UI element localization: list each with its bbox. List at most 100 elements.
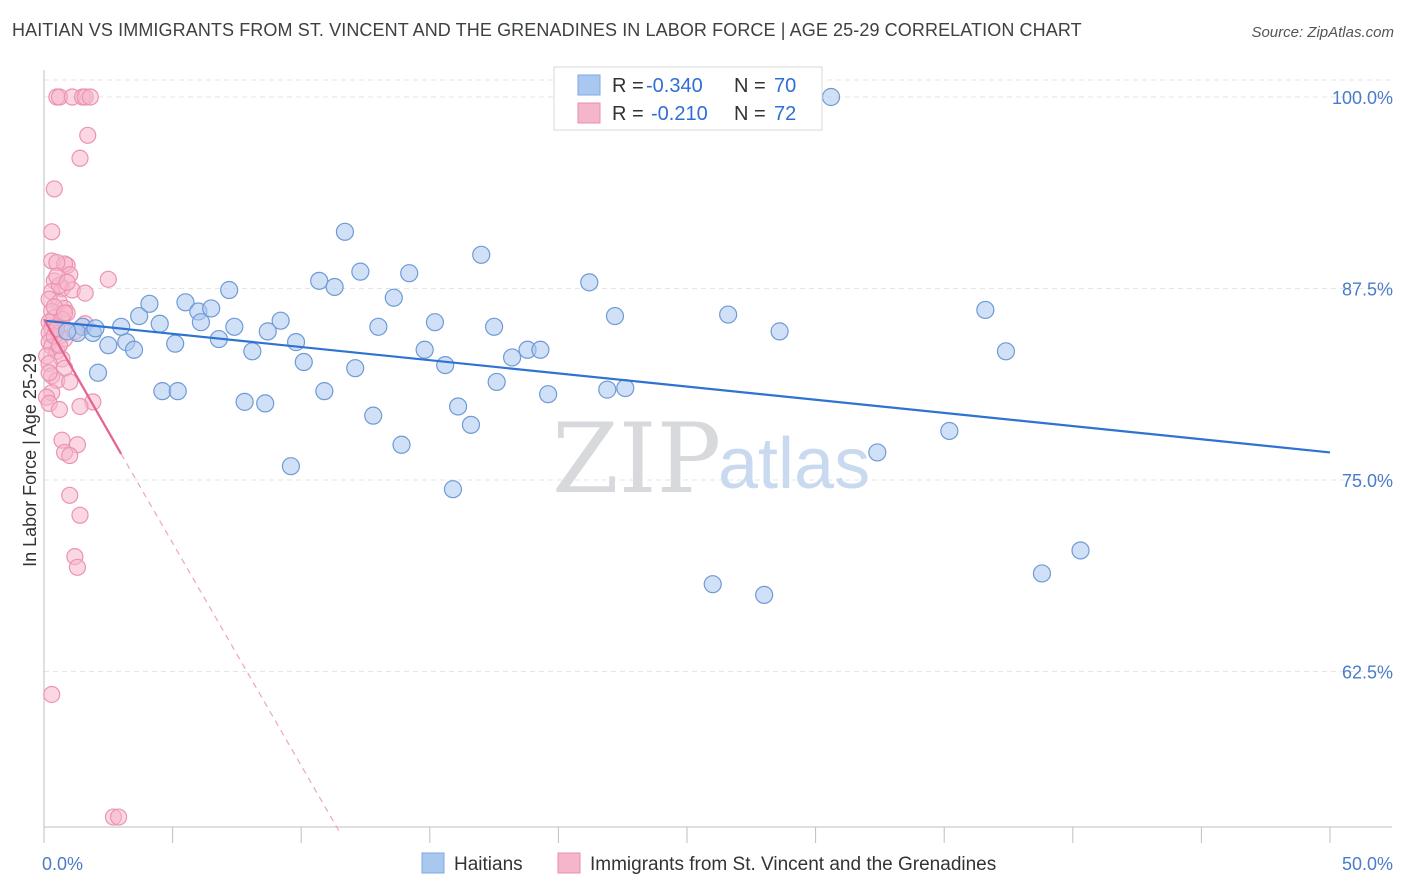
data-point-haitian <box>130 306 149 326</box>
y-tick-label: 62.5% <box>1342 663 1393 683</box>
data-point-haitian <box>112 317 131 336</box>
legend-r-value-svg: -0.210 <box>651 103 708 125</box>
data-point-haitian <box>243 342 262 361</box>
data-point-haitian <box>220 280 239 300</box>
data-point-haitian <box>1071 541 1090 560</box>
data-point-svg <box>76 284 94 302</box>
legend-r-value-haitians: -0.340 <box>646 75 703 97</box>
watermark: ZIP atlas <box>552 403 870 515</box>
data-point-svg <box>45 180 63 198</box>
data-point-svg <box>61 373 79 391</box>
data-point-haitian <box>485 317 504 336</box>
axes <box>43 70 1392 843</box>
data-point-haitian <box>315 382 334 401</box>
trend-lines <box>43 318 1331 833</box>
data-point-haitian <box>531 340 550 359</box>
y-tick-label: 75.0% <box>1342 471 1393 491</box>
data-point-svg <box>55 304 74 322</box>
data-point-svg <box>71 506 89 524</box>
data-point-haitian <box>346 359 365 378</box>
series-svg-immigrants <box>37 88 128 826</box>
data-point-haitian <box>150 314 169 333</box>
y-tick-label: 87.5% <box>1342 280 1393 300</box>
data-point-haitian <box>821 87 841 107</box>
data-point-svg <box>40 364 58 382</box>
data-point-haitian <box>436 356 455 375</box>
data-point-haitian <box>256 394 275 413</box>
data-point-svg <box>81 88 99 106</box>
data-point-haitian <box>99 336 118 355</box>
x-tick-labels: 0.0% 50.0% <box>42 854 1393 874</box>
legend-series: Haitians Immigrants from St. Vincent and… <box>421 852 996 875</box>
data-point-svg <box>61 486 79 504</box>
legend-swatch-haitians <box>577 74 601 96</box>
legend-n-label-haitians: N = <box>734 75 766 97</box>
legend-r-label-haitians: R = <box>612 75 644 97</box>
data-point-haitian <box>166 334 185 353</box>
data-point-haitian <box>364 406 383 425</box>
data-point-haitian <box>202 299 221 318</box>
data-point-haitian <box>392 435 411 454</box>
legend-n-value-svg: 72 <box>774 103 796 125</box>
data-point-haitian <box>271 311 290 330</box>
x-tick-label: 0.0% <box>42 854 83 874</box>
data-point-svg <box>43 685 61 704</box>
data-point-haitian <box>86 319 105 338</box>
data-point-haitian <box>448 397 468 416</box>
data-point-haitian <box>258 322 277 341</box>
data-point-haitian <box>580 273 599 292</box>
source-label: Source: ZipAtlas.com <box>1251 24 1394 41</box>
data-point-haitian <box>940 421 959 441</box>
data-point-haitian <box>605 306 625 326</box>
legend-n-label-svg: N = <box>734 103 766 125</box>
data-point-svg <box>43 223 61 241</box>
y-axis-title: In Labor Force | Age 25-29 <box>20 353 40 567</box>
data-point-haitian <box>140 294 159 313</box>
data-point-haitian <box>487 372 506 392</box>
data-point-haitian <box>225 317 244 336</box>
data-point-svg <box>109 808 128 826</box>
legend-bottom-swatch-haitians <box>421 852 445 874</box>
data-point-haitian <box>369 317 388 336</box>
data-point-haitian <box>1032 564 1052 583</box>
trend-line-svg <box>43 318 123 455</box>
data-point-haitian <box>176 293 195 312</box>
y-tick-label: 100.0% <box>1332 88 1393 108</box>
data-point-svg <box>50 400 69 419</box>
data-point-haitian <box>996 342 1016 361</box>
data-point-haitian <box>755 585 774 605</box>
legend-bottom-swatch-svg <box>557 852 581 874</box>
data-point-svg <box>71 397 89 416</box>
series-haitians <box>58 87 1090 605</box>
x-tick-label: 50.0% <box>1342 854 1393 874</box>
watermark-atlas: atlas <box>718 424 870 504</box>
trend-line-svg-extension <box>120 453 341 833</box>
data-point-haitian <box>868 443 887 462</box>
data-point-haitian <box>281 457 301 476</box>
chart-title: HAITIAN VS IMMIGRANTS FROM ST. VINCENT A… <box>12 20 1082 40</box>
data-point-haitian <box>351 262 370 281</box>
legend-bottom-label-haitians: Haitians <box>454 854 523 875</box>
data-point-svg <box>58 273 76 291</box>
data-point-haitian <box>539 385 558 404</box>
data-point-haitian <box>168 382 187 401</box>
data-point-haitian <box>703 575 722 594</box>
legend-bottom-label-svg: Immigrants from St. Vincent and the Gren… <box>590 854 996 875</box>
data-point-haitian <box>88 363 108 382</box>
legend-n-value-haitians: 70 <box>774 75 796 97</box>
data-point-haitian <box>503 348 522 367</box>
data-point-haitian <box>976 300 995 320</box>
data-point-haitian <box>415 340 434 359</box>
data-point-svg <box>99 270 117 288</box>
data-point-svg <box>79 126 97 144</box>
data-point-haitian <box>719 305 738 324</box>
data-point-haitian <box>425 313 445 332</box>
data-point-haitian <box>58 322 77 341</box>
y-tick-labels: 100.0% 87.5% 75.0% 62.5% <box>1332 88 1393 683</box>
data-point-haitian <box>124 340 144 359</box>
data-point-haitian <box>294 352 313 372</box>
data-point-haitian <box>472 245 491 264</box>
data-point-haitian <box>400 264 419 283</box>
data-point-svg <box>61 446 79 465</box>
